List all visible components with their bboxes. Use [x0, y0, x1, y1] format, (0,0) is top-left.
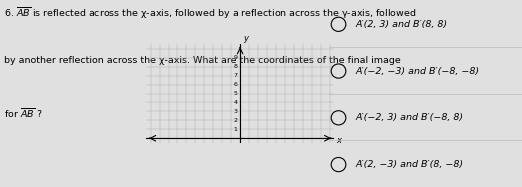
- Text: y: y: [243, 34, 248, 43]
- Text: 6: 6: [233, 82, 238, 87]
- Text: for $\overline{AB}$ ?: for $\overline{AB}$ ?: [4, 107, 42, 120]
- Text: 6. $\overline{AB}$ is reflected across the χ-axis, followed by a reflection acro: 6. $\overline{AB}$ is reflected across t…: [4, 6, 416, 21]
- Text: 8: 8: [233, 64, 238, 69]
- Text: 9: 9: [233, 55, 238, 60]
- Text: 3: 3: [233, 109, 238, 114]
- Text: A′(2, 3) and B′(8, 8): A′(2, 3) and B′(8, 8): [356, 20, 448, 29]
- Text: 2: 2: [233, 118, 238, 123]
- Text: x: x: [336, 137, 341, 145]
- Text: 1: 1: [233, 127, 238, 132]
- Text: by another reflection across the χ-axis. What are the coordinates of the final i: by another reflection across the χ-axis.…: [4, 56, 401, 65]
- Text: A′(−2, −3) and B′(−8, −8): A′(−2, −3) and B′(−8, −8): [356, 67, 480, 76]
- Text: A′(−2, 3) and B′(−8, 8): A′(−2, 3) and B′(−8, 8): [356, 113, 464, 122]
- Text: A′(2, −3) and B′(8, −8): A′(2, −3) and B′(8, −8): [356, 160, 464, 169]
- Text: 7: 7: [233, 73, 238, 78]
- Text: 4: 4: [233, 100, 238, 105]
- Text: 5: 5: [233, 91, 238, 96]
